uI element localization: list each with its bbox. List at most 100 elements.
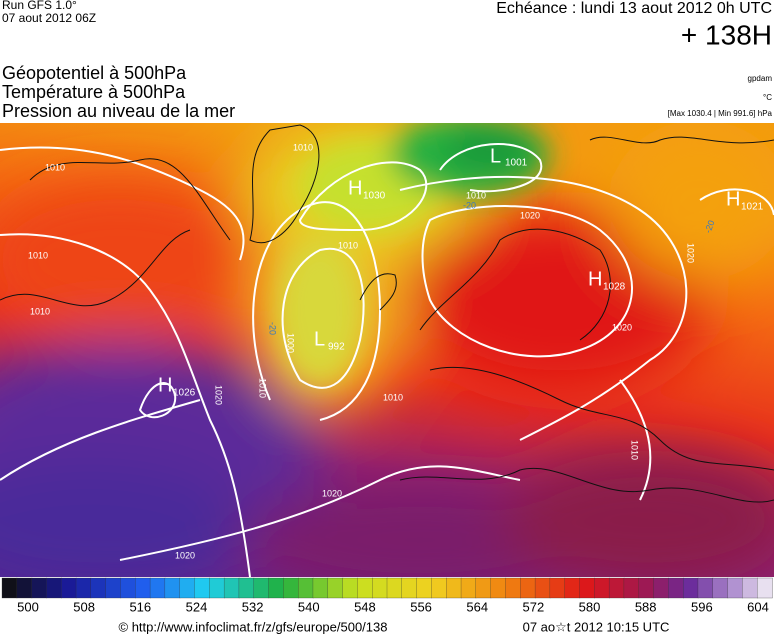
center-type: H [158, 374, 172, 396]
center-value: 1001 [505, 158, 528, 169]
isobar-label: 1010 [466, 190, 486, 200]
isobar-label: 1010 [258, 378, 268, 398]
colorbar-swatch [253, 577, 270, 599]
colorbar-swatch [594, 577, 610, 599]
colorbar-swatch [209, 577, 225, 599]
colorbar-label: 540 [298, 599, 320, 614]
colorbar-swatch [564, 577, 581, 599]
colorbar-swatch [179, 577, 196, 599]
colorbar-label: 604 [747, 599, 769, 614]
colorbar-swatch [283, 577, 299, 599]
isobar-label: 1020 [214, 385, 224, 405]
colorbar-label: 532 [242, 599, 264, 614]
colorbar-swatch [683, 577, 699, 599]
center-type: H [588, 268, 602, 290]
colorbar-swatch [697, 577, 714, 599]
colorbar-swatch [668, 577, 684, 599]
colorbar-swatch [416, 577, 433, 599]
colorbar-label: 596 [691, 599, 713, 614]
colorbar-swatch [520, 577, 536, 599]
isobar-label: 1020 [175, 550, 195, 560]
colorbar-swatch [90, 577, 107, 599]
colorbar-label: 524 [186, 599, 208, 614]
colorbar-swatch [16, 577, 33, 599]
layer-title: Pression au niveau de la mer [2, 101, 235, 121]
colorbar-swatch [31, 577, 48, 599]
unit-label: °C [763, 93, 772, 102]
colorbar-label: 556 [410, 599, 432, 614]
colorbar-swatch [386, 577, 403, 599]
colorbar-swatch [431, 577, 447, 599]
colorbar-swatch [357, 577, 373, 599]
colorbar-swatch [61, 577, 77, 599]
colorbar-swatch [638, 577, 655, 599]
isobar-label: 1010 [293, 142, 313, 152]
isobar-label: 1000 [286, 333, 296, 353]
colorbar-swatch [727, 577, 744, 599]
colorbar-swatch [653, 577, 669, 599]
isobar-label: 1020 [612, 322, 632, 332]
center-type: L [490, 145, 501, 167]
colorbar-swatch [757, 577, 773, 599]
center-value: 992 [328, 342, 345, 353]
colorbar-swatch [312, 577, 329, 599]
colorbar-label: 516 [129, 599, 151, 614]
colorbar-swatch [135, 577, 151, 599]
layer-title: Géopotentiel à 500hPa [2, 63, 187, 83]
colorbar-swatch [120, 577, 136, 599]
layer-title: Température à 500hPa [2, 82, 186, 102]
isobar-label: 1020 [686, 243, 696, 263]
colorbar: 500 508 516 524 532 540 548 556 564 572 580 588 596 6… [1, 577, 773, 614]
colorbar-swatch [46, 577, 62, 599]
colorbar-swatch [372, 577, 388, 599]
colorbar-swatch [475, 577, 492, 599]
echeance: Echéance : lundi 13 aout 2012 0h UTC [496, 0, 772, 17]
run-date: 07 aout 2012 06Z [2, 11, 96, 25]
isobar-label: 1020 [322, 488, 342, 498]
map: 1010 1010 1010 1010 1010 1010 1010 1010 … [0, 123, 774, 577]
colorbar-swatch [505, 577, 521, 599]
isobar-label: 1010 [383, 392, 403, 402]
colorbar-label: 580 [579, 599, 601, 614]
temperature-label: -20 [703, 219, 717, 235]
footer-source: © http://www.infoclimat.fr/z/gfs/europe/… [119, 619, 388, 634]
colorbar-swatch [194, 577, 210, 599]
isobar-label: 1010 [630, 440, 640, 460]
colorbar-swatch [460, 577, 477, 599]
temperature-label: -20 [268, 322, 278, 335]
colorbar-label: 508 [73, 599, 95, 614]
colorbar-swatch [342, 577, 359, 599]
footer-date: 07 ao☆t 2012 10:15 UTC [523, 619, 670, 634]
center-value: 1021 [741, 202, 764, 213]
colorbar-label: 500 [17, 599, 39, 614]
colorbar-swatch [298, 577, 314, 599]
colorbar-swatch [446, 577, 462, 599]
colorbar-swatch [223, 577, 240, 599]
lead-time: + 138H [681, 19, 772, 50]
temperature-label: -20 [463, 200, 476, 210]
colorbar-swatch [164, 577, 181, 599]
colorbar-swatch [579, 577, 595, 599]
isobar-label: 1010 [28, 250, 48, 260]
coastlines [0, 124, 774, 503]
unit-label: gpdam [748, 74, 773, 83]
colorbar-label: 564 [466, 599, 488, 614]
center-value: 1028 [603, 282, 626, 293]
colorbar-swatch [534, 577, 551, 599]
colorbar-label: 572 [523, 599, 545, 614]
colorbar-swatch [608, 577, 625, 599]
colorbar-swatch [268, 577, 284, 599]
colorbar-swatch [1, 577, 18, 599]
colorbar-swatch [327, 577, 344, 599]
isobars [0, 143, 774, 577]
colorbar-label: 588 [635, 599, 657, 614]
colorbar-swatch [238, 577, 255, 599]
isobar-label: 1010 [45, 162, 65, 172]
center-value: 1026 [173, 388, 196, 399]
unit-label: [Max 1030.4 | Min 991.6] hPa [668, 109, 773, 118]
colorbar-swatch [712, 577, 729, 599]
isobar-label: 1020 [520, 210, 540, 220]
isobar-label: 1010 [30, 306, 50, 316]
